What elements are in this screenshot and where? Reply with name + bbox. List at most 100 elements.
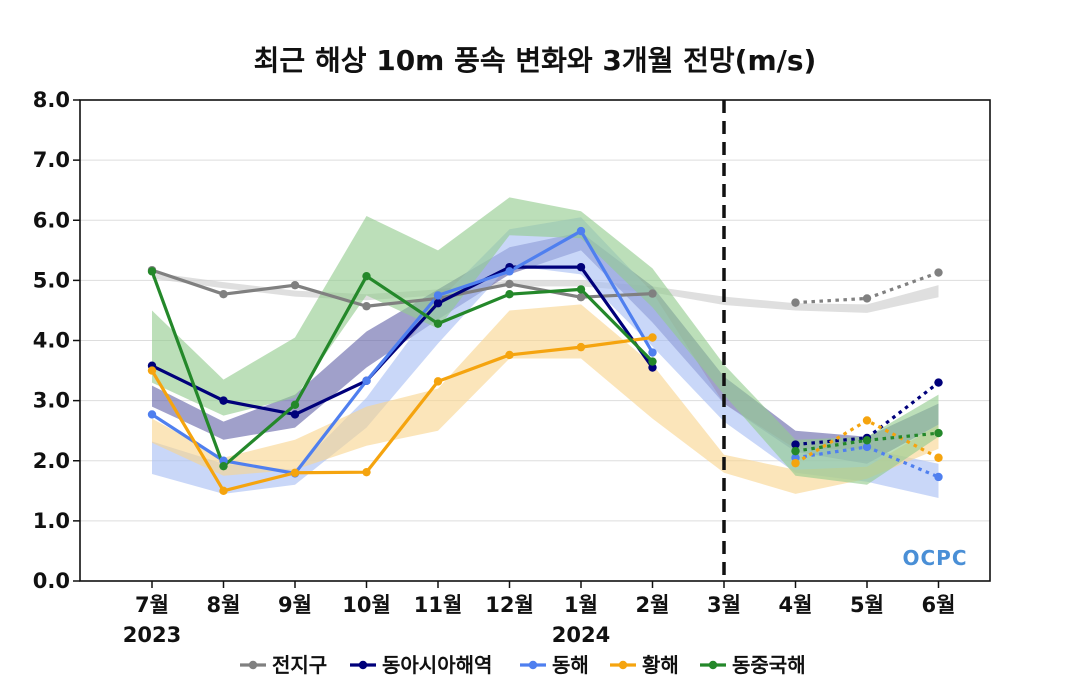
point-동아시아해역 [433,299,443,308]
year-label: 2024 [552,623,610,647]
band-전지구 [152,272,939,313]
point-forecast-동해 [934,472,943,482]
point-전지구 [219,290,228,299]
y-tick-label: 4.0 [33,329,70,353]
point-동해 [648,348,657,357]
legend-label: 전지구 [272,653,327,677]
legend-label: 동아시아해역 [382,653,492,677]
x-tick-label: 4월 [779,593,813,617]
point-동해 [147,410,157,419]
y-tick-label: 5.0 [33,268,70,292]
point-forecast-황해 [934,453,943,462]
point-황해 [147,366,157,375]
point-황해 [505,350,514,360]
point-forecast-동중국해 [791,446,800,456]
legend-swatch-marker [618,660,628,670]
point-동해 [576,226,586,236]
point-동중국해 [147,267,157,276]
y-tick-label: 8.0 [33,88,70,112]
point-동아시아해역 [648,363,657,372]
point-황해 [433,377,443,386]
legend-swatch-marker [248,660,258,670]
x-axis-ticks: 7월 8월 9월 10월 11월 12월 1월 2월 3월 4월 5월 6월 [135,581,955,617]
band-황해 [152,304,939,494]
point-forecast-동아시아해역 [934,378,943,387]
spread-bands [152,197,939,499]
point-황해 [219,486,228,496]
year-label: 2023 [123,623,181,647]
point-forecast-전지구 [862,294,872,303]
legend-swatch-marker [708,660,718,670]
point-전지구 [648,289,657,298]
legend: 전지구 동아시아해역 동해 황해 동중국해 [240,653,806,677]
point-동중국해 [290,400,300,410]
y-tick-label: 1.0 [33,509,70,533]
year-labels: 2023 2024 [123,623,610,647]
y-tick-label: 3.0 [33,389,70,413]
point-동아시아해역 [290,410,300,419]
point-황해 [576,342,586,352]
x-tick-label: 2월 [636,593,670,617]
point-동중국해 [219,461,228,471]
x-tick-label: 3월 [707,593,741,617]
legend-label: 동중국해 [732,653,806,677]
line-forecast-전지구 [795,271,940,305]
legend-swatch-marker [528,660,538,670]
band-동중국해 [152,197,939,485]
legend-item-동중국해: 동중국해 [700,653,806,677]
ocpc-logo: OCPC [902,546,967,570]
point-전지구 [362,302,371,311]
point-forecast-동해 [862,442,872,452]
y-axis-ticks: 0.0 1.0 2.0 3.0 4.0 5.0 6.0 7.0 8.0 [33,88,80,593]
y-tick-label: 0.0 [33,569,70,593]
point-동중국해 [648,357,657,366]
legend-item-황해: 황해 [610,653,679,677]
point-동중국해 [576,285,586,294]
point-황해 [648,333,657,342]
point-동중국해 [433,319,443,328]
point-forecast-전지구 [934,268,943,277]
point-동아시아해역 [219,396,228,405]
x-tick-label: 12월 [485,593,534,617]
x-tick-label: 10월 [342,593,391,617]
x-tick-label: 1월 [564,593,598,617]
x-tick-label: 6월 [922,593,956,617]
line-observed-황해 [150,335,653,493]
legend-item-동아시아해역: 동아시아해역 [350,653,492,677]
legend-label: 동해 [552,653,589,677]
point-forecast-전지구 [791,298,800,307]
line-observed-동아시아해역 [151,265,654,417]
legend-label: 황해 [642,653,679,677]
legend-item-전지구: 전지구 [240,653,327,677]
logo-text: OCPC [902,546,967,570]
x-tick-label: 7월 [135,593,169,617]
x-tick-label: 9월 [278,593,312,617]
point-동중국해 [505,290,514,299]
legend-swatch-marker [358,660,368,670]
series-points [147,226,943,496]
point-동해 [505,267,514,276]
point-전지구 [576,293,586,302]
point-forecast-동중국해 [862,436,872,445]
point-forecast-동아시아해역 [791,440,800,449]
point-동아시아해역 [576,262,586,272]
x-tick-label: 8월 [207,593,241,617]
line-observed-동중국해 [150,270,654,468]
point-동해 [362,376,371,385]
line-observed-동해 [151,229,654,475]
y-tick-label: 7.0 [33,148,70,172]
point-황해 [290,468,300,477]
y-tick-label: 6.0 [33,208,70,232]
point-황해 [362,467,371,477]
x-tick-label: 5월 [850,593,884,617]
chart-title: 최근 해상 10m 풍속 변화와 3개월 전망(m/s) [254,44,817,77]
point-forecast-황해 [791,458,800,468]
point-동중국해 [362,271,371,281]
point-동해 [433,291,443,300]
point-forecast-동중국해 [934,428,943,438]
point-forecast-황해 [862,416,872,425]
point-전지구 [290,280,300,290]
line-observed-전지구 [151,268,653,308]
